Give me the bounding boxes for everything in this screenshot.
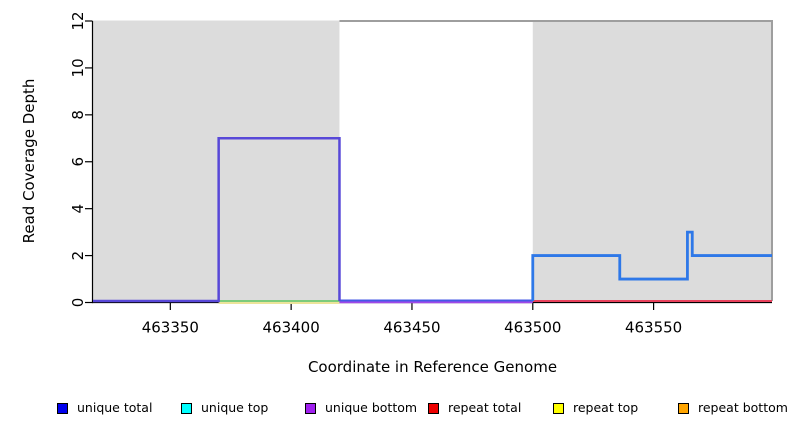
x-tick-label: 463450 [383, 319, 440, 337]
y-tick-label: 8 [69, 110, 87, 120]
y-tick-label: 6 [69, 157, 87, 167]
x-tick-label: 463400 [263, 319, 320, 337]
series-line-boundary-gray-depth12 [339, 20, 773, 301]
y-tick-label: 4 [69, 204, 87, 214]
x-axis-title: Coordinate in Reference Genome [307, 358, 558, 376]
series-line-unique-total-right [531, 230, 772, 301]
x-tick-label: 463350 [142, 319, 199, 337]
y-tick-label: 12 [69, 11, 87, 30]
series-line-unique-step-left [93, 137, 341, 303]
y-tick-label: 0 [69, 298, 87, 308]
region-shaded-right [532, 20, 772, 303]
y-tick-label: 10 [69, 58, 87, 77]
x-tick-label: 463550 [625, 319, 682, 337]
x-tick-label: 463500 [504, 319, 561, 337]
region-shaded-left [93, 20, 340, 303]
region-white-middle [339, 20, 533, 303]
y-axis-title: Read Coverage Depth [20, 78, 38, 244]
y-tick-label: 2 [69, 251, 87, 261]
